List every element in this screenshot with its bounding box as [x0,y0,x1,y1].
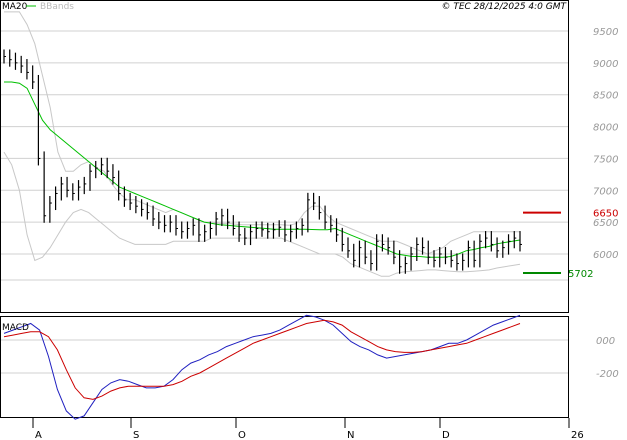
price-tick-label: 6500 [593,218,618,229]
macd-y-axis: 000 -200 [596,336,619,380]
legend-ma20: MA20 [2,2,28,12]
macd-panel [0,316,569,418]
price-tick-label: 6000 [593,250,618,261]
bbands-lower-line [3,151,521,277]
level-label: 5702 [568,269,593,280]
macd-gridlines [1,339,568,374]
x-axis: A S O N D 26 [32,418,584,440]
price-panel [0,0,569,313]
x-tick-label: 26 [571,430,584,440]
price-tick-label: 7000 [593,186,618,197]
x-tick-label: N [347,430,354,440]
x-tick-label: D [442,430,450,440]
price-tick-label: 8000 [593,123,618,134]
price-tick-label: 9000 [593,59,618,70]
price-levels: 6650 5702 [523,209,618,280]
price-tick-label: 7500 [593,154,618,165]
price-y-axis: 6000 6500 7000 7500 8000 8500 9000 9500 [593,27,618,261]
legend-bbands: BBands [40,2,74,12]
macd-tick-label: -200 [596,369,619,380]
x-tick-label: O [238,430,246,440]
x-tick-label: A [35,430,42,440]
price-gridlines [1,30,568,281]
signal-line [3,319,521,400]
macd-title: MACD [2,323,29,333]
macd-tick-label: 000 [596,336,615,347]
macd-line [3,314,521,420]
copyright-text: © TEC 28/12/2025 4:0 GMT [441,2,567,12]
ohlc-bars [3,49,522,274]
macd-lines [3,314,521,420]
x-tick-label: S [133,430,139,440]
level-label: 6650 [593,209,618,220]
price-tick-label: 8500 [593,91,618,102]
price-tick-label: 9500 [593,27,618,38]
